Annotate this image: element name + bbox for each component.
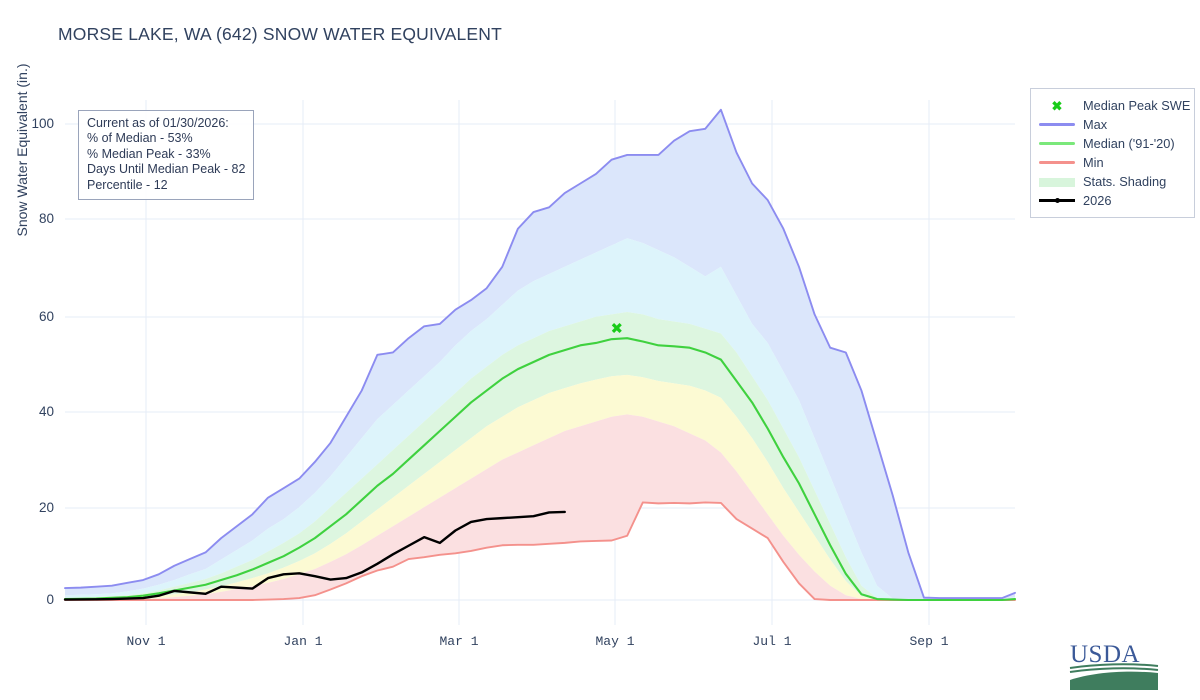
y-tick-40: 40	[38, 404, 54, 419]
min-line	[64, 501, 1016, 601]
info-percent-of-median: % of Median - 53%	[87, 131, 193, 146]
y-tick-0: 0	[46, 592, 54, 607]
legend-item-min[interactable]: Min	[1039, 153, 1188, 172]
x-tick-may: May 1	[595, 634, 635, 649]
band-30-to-70	[65, 312, 1015, 600]
page-title: MORSE LAKE, WA (642) SNOW WATER EQUIVALE…	[58, 24, 503, 44]
legend-item-current-year[interactable]: 2026	[1039, 191, 1188, 210]
median-line-icon	[1039, 137, 1075, 151]
usda-logo: USDA	[1069, 641, 1159, 690]
info-percentile: Percentile - 12	[87, 177, 168, 192]
legend-item-stats-shading[interactable]: Stats. Shading	[1039, 172, 1188, 191]
legend-label-max: Max	[1083, 117, 1108, 132]
x-tick-jan: Jan 1	[283, 634, 323, 649]
x-tick-mar: Mar 1	[439, 634, 479, 649]
x-tick-nov: Nov 1	[126, 634, 166, 649]
legend-label-stats-shading: Stats. Shading	[1083, 174, 1167, 189]
legend-label-median-peak-swe: Median Peak SWE	[1083, 98, 1191, 113]
x-tick-sep: Sep 1	[909, 634, 949, 649]
info-percent-median-peak: % Median Peak - 33%	[87, 146, 211, 161]
series-layer: ✖	[63, 108, 1017, 602]
y-tick-80: 80	[38, 211, 54, 226]
stats-shading-icon	[1039, 175, 1075, 189]
median-line	[63, 337, 1017, 602]
band-70-to-90	[65, 238, 1015, 600]
band-90-to-max	[65, 109, 1015, 600]
median-peak-swe-marker: ✖	[610, 320, 623, 338]
y-tick-20: 20	[38, 500, 54, 515]
legend-item-median-peak-swe[interactable]: ✖ Median Peak SWE	[1039, 96, 1191, 115]
x-tick-jul: Jul 1	[752, 634, 792, 649]
min-line-icon	[1039, 156, 1075, 170]
y-tick-60: 60	[38, 309, 54, 324]
legend-label-current-year: 2026	[1083, 193, 1112, 208]
info-current-date: Current as of 01/30/2026:	[87, 116, 229, 130]
band-10-to-30	[65, 374, 1015, 600]
legend-label-min: Min	[1083, 155, 1104, 170]
x-marker-icon: ✖	[1051, 98, 1063, 113]
current-conditions-box: Current as of 01/30/2026: % of Median - …	[78, 110, 255, 201]
y-tick-100: 100	[31, 116, 54, 131]
svg-text:✖: ✖	[610, 320, 623, 338]
legend-item-median[interactable]: Median ('91-'20)	[1039, 134, 1188, 153]
max-line	[64, 108, 1016, 600]
chart-legend: ✖ Median Peak SWE Max Median ('91-'20) M…	[1030, 88, 1195, 218]
current-year-line	[63, 510, 566, 601]
max-line-icon	[1039, 118, 1075, 132]
current-year-line-icon	[1039, 194, 1075, 208]
band-min-to-10	[65, 414, 1015, 600]
legend-label-median: Median ('91-'20)	[1083, 136, 1175, 151]
legend-item-max[interactable]: Max	[1039, 115, 1188, 134]
info-days-until-median-peak: Days Until Median Peak - 82	[87, 162, 246, 177]
